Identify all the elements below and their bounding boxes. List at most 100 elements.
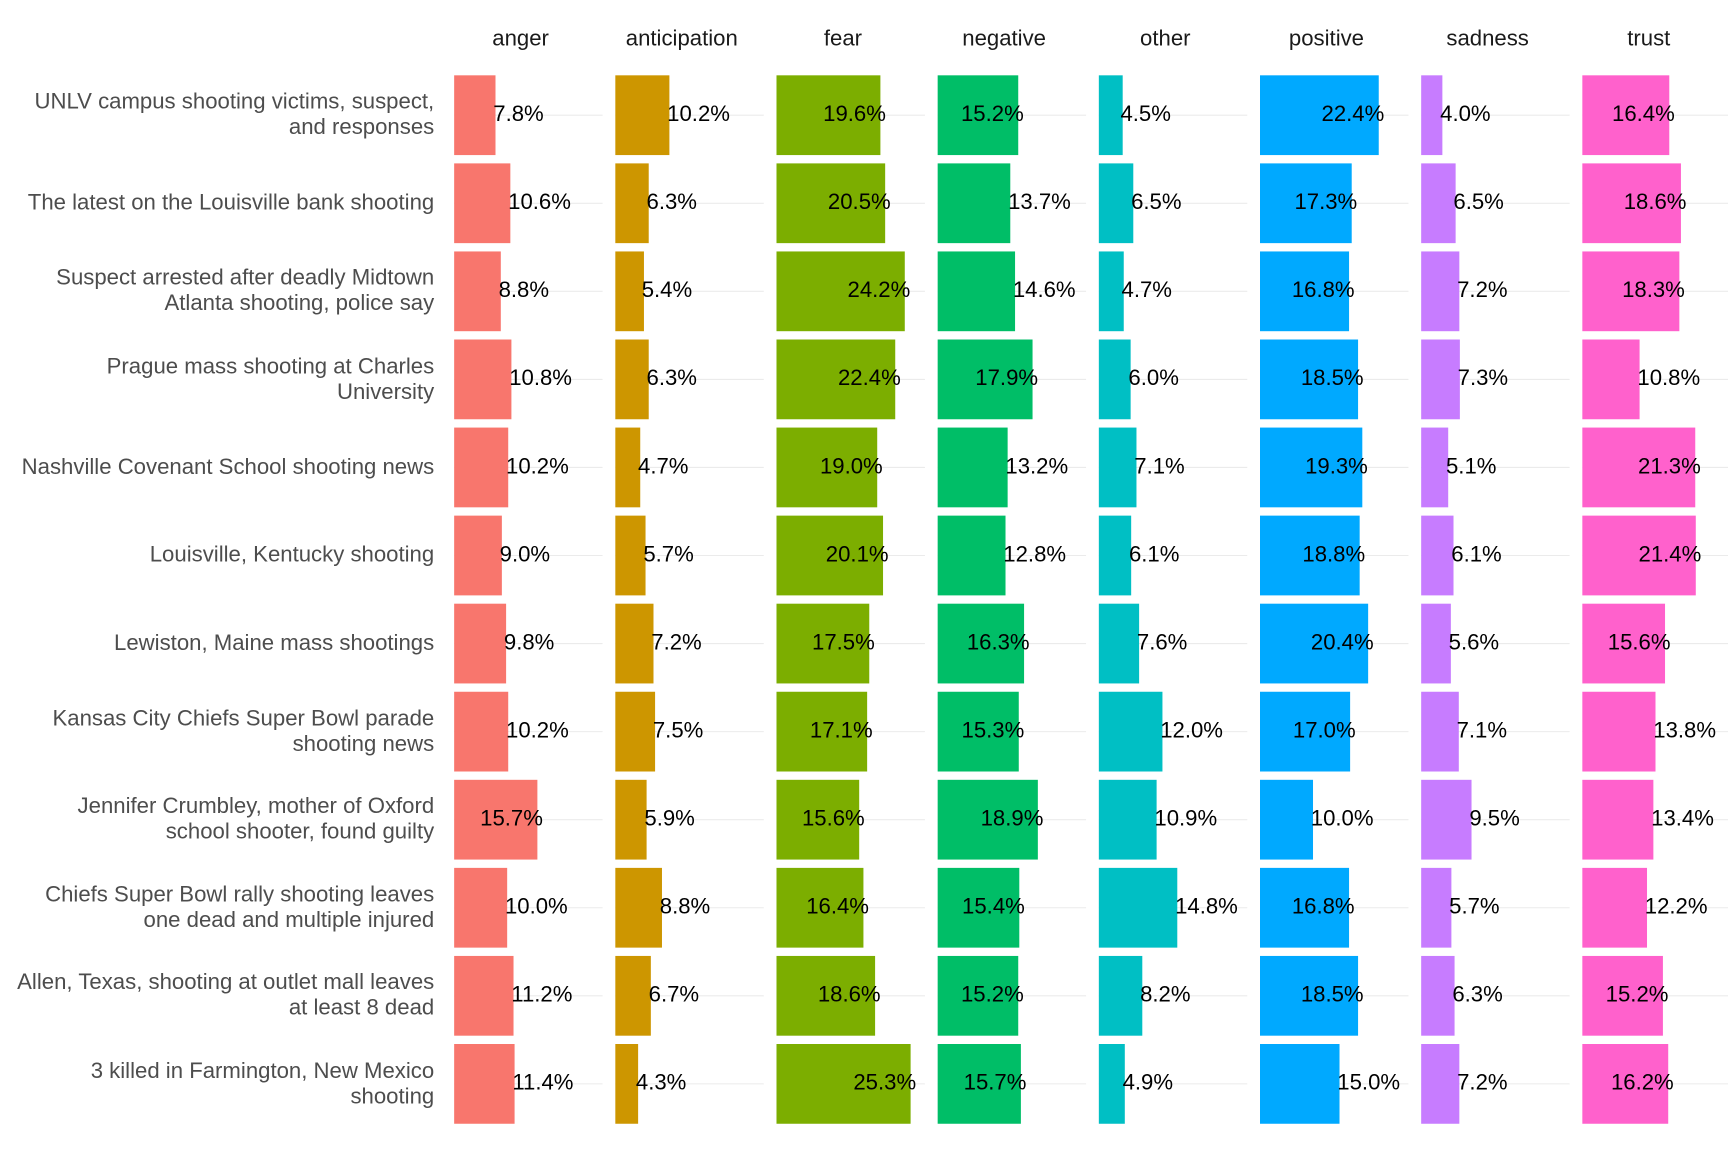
value-label: 13.2% [1005, 453, 1068, 478]
value-label: 15.7% [964, 1070, 1027, 1095]
value-label: 5.7% [643, 541, 693, 566]
bar [1098, 603, 1140, 684]
bar [1421, 515, 1454, 596]
value-label: 8.2% [1140, 982, 1190, 1007]
value-label: 4.9% [1123, 1070, 1173, 1095]
category-label: Kansas City Chiefs Super Bowl parade sho… [52, 706, 435, 756]
value-label: 19.3% [1305, 453, 1368, 478]
category-label-box: Louisville, Kentucky shooting [149, 542, 435, 568]
bar [615, 779, 647, 860]
bar [1421, 603, 1451, 684]
bar [937, 1044, 1021, 1124]
value-label: 4.5% [1120, 101, 1170, 126]
value-label: 7.2% [651, 629, 701, 654]
facet-label: trust [1627, 26, 1670, 51]
value-label: 6.5% [1131, 189, 1181, 214]
bar [1582, 163, 1681, 244]
bar [615, 75, 670, 156]
value-label: 5.1% [1446, 453, 1496, 478]
facet-label: negative [962, 26, 1046, 51]
bar [454, 779, 538, 860]
bar [615, 427, 641, 508]
bar [454, 515, 502, 596]
value-label: 12.8% [1003, 541, 1066, 566]
bar [1582, 339, 1640, 420]
bar [1098, 955, 1143, 1036]
category-label-box: Lewiston, Maine mass shootings [114, 630, 435, 656]
bar [776, 955, 876, 1036]
value-label: 9.8% [504, 629, 554, 654]
bar [1582, 427, 1696, 508]
value-label: 8.8% [499, 277, 549, 302]
value-label: 5.9% [644, 806, 694, 831]
value-label: 18.6% [1624, 189, 1687, 214]
bar [776, 163, 886, 244]
bar [615, 867, 662, 948]
bar [937, 691, 1019, 772]
bar [1421, 691, 1459, 772]
value-label: 14.8% [1175, 894, 1238, 919]
bar [1421, 1044, 1460, 1124]
value-label: 7.2% [1457, 277, 1507, 302]
bar [1582, 603, 1666, 684]
value-label: 9.0% [500, 541, 550, 566]
value-label: 21.4% [1639, 541, 1702, 566]
bar [454, 251, 501, 332]
value-label: 6.1% [1451, 541, 1501, 566]
bar [1421, 427, 1449, 508]
facet-label: positive [1289, 26, 1364, 51]
bar [454, 75, 496, 156]
bar [1260, 691, 1351, 772]
value-label: 15.0% [1337, 1070, 1400, 1095]
value-label: 21.3% [1638, 453, 1701, 478]
facet-label: sadness [1446, 26, 1528, 51]
bar [1582, 691, 1656, 772]
value-label: 15.6% [802, 806, 865, 831]
bar [1260, 75, 1379, 156]
bar [937, 779, 1038, 860]
value-label: 16.8% [1292, 277, 1355, 302]
bar [1582, 515, 1696, 596]
bar [937, 955, 1019, 1036]
bar [1098, 339, 1131, 420]
value-label: 6.7% [649, 982, 699, 1007]
value-label: 22.4% [1322, 101, 1385, 126]
value-label: 18.5% [1301, 365, 1364, 390]
facet-label: anger [492, 26, 549, 51]
bar [1582, 867, 1648, 948]
category-label-box: Jennifer Crumbley, mother of Oxford scho… [78, 794, 435, 844]
bar [937, 251, 1016, 332]
bar [1260, 867, 1350, 948]
value-label: 10.0% [505, 894, 568, 919]
value-label: 10.6% [508, 189, 571, 214]
value-label: 7.1% [1457, 717, 1507, 742]
bar [454, 339, 512, 420]
category-label-box: Kansas City Chiefs Super Bowl parade sho… [52, 706, 435, 756]
bar [776, 427, 878, 508]
value-label: 15.6% [1608, 629, 1671, 654]
bar [776, 867, 864, 948]
bar [1421, 339, 1460, 420]
category-label: Lewiston, Maine mass shootings [114, 630, 435, 656]
value-label: 10.0% [1311, 806, 1374, 831]
bar [454, 163, 511, 244]
value-label: 4.7% [1122, 277, 1172, 302]
bar [1421, 867, 1452, 948]
value-label: 20.1% [826, 541, 889, 566]
value-label: 4.7% [638, 453, 688, 478]
bar [937, 867, 1020, 948]
value-label: 13.8% [1653, 717, 1716, 742]
value-label: 15.3% [962, 717, 1025, 742]
bar [1098, 251, 1124, 332]
bar [1421, 779, 1472, 860]
bar [1421, 163, 1456, 244]
category-label-box: UNLV campus shooting victims, suspect, a… [34, 90, 434, 140]
value-label: 18.8% [1302, 541, 1365, 566]
value-label: 22.4% [838, 365, 901, 390]
value-label: 10.8% [1637, 365, 1700, 390]
value-label: 10.2% [506, 717, 569, 742]
category-label: Louisville, Kentucky shooting [149, 542, 435, 568]
bar [1098, 515, 1132, 596]
bar [937, 603, 1025, 684]
